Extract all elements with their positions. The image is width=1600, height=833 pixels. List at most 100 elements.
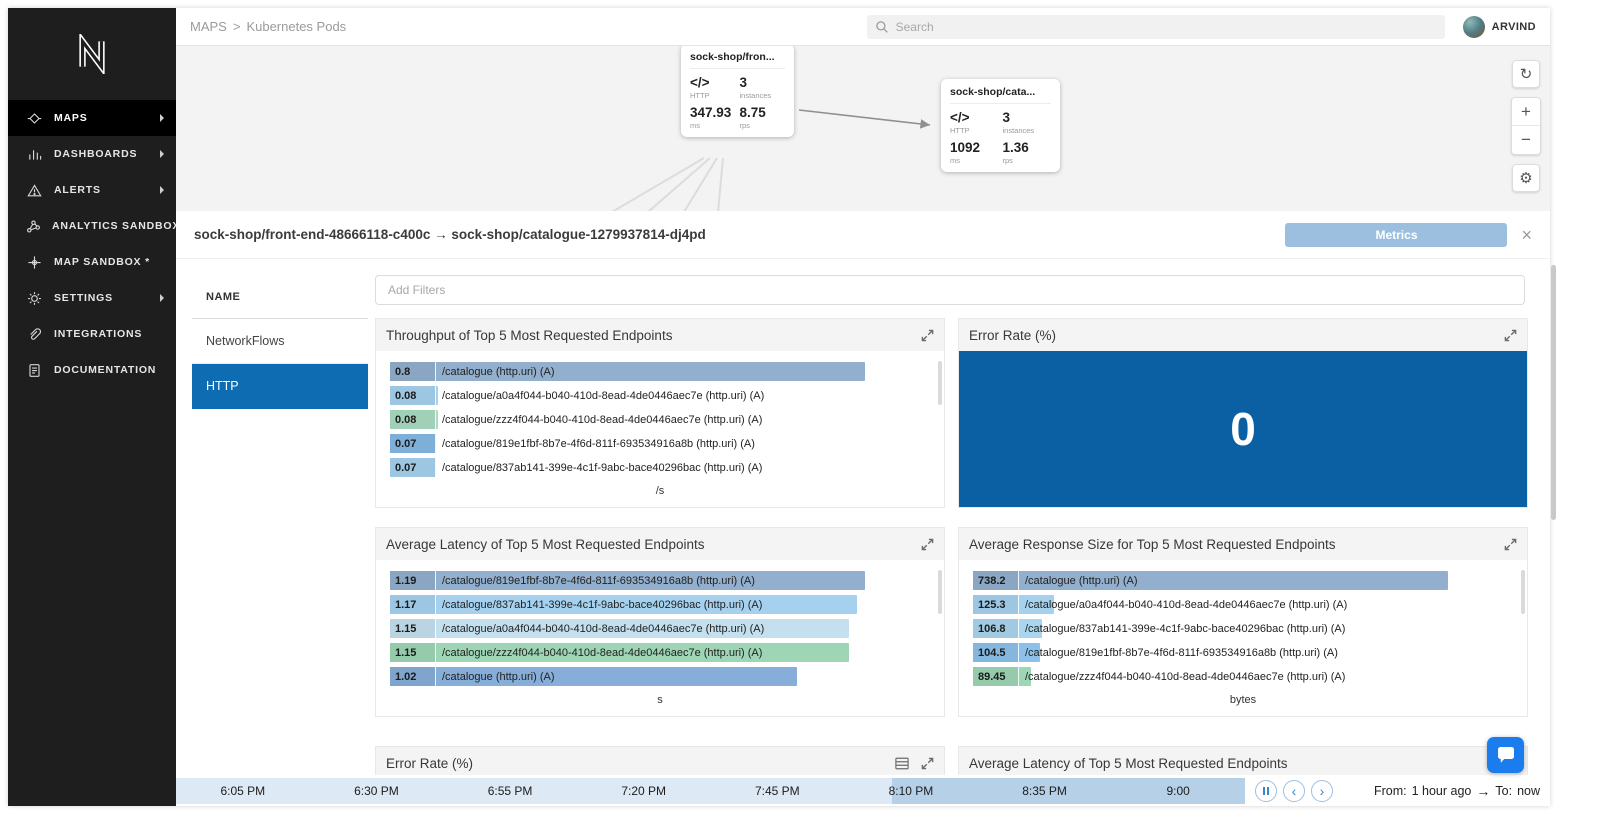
refresh-icon: ↻ (1519, 66, 1533, 83)
map-edges (611, 109, 931, 211)
timeline-controls: ‹ › (1255, 779, 1333, 802)
bar-row[interactable]: 1.15 /catalogue/zzz4f044-b040-410d-8ead-… (390, 643, 930, 662)
sidebar-item-documentation[interactable]: DOCUMENTATION (8, 352, 176, 388)
timeline-tick: 6:05 PM (220, 783, 266, 798)
bar-row[interactable]: 1.02 /catalogue (http.uri) (A) (390, 667, 930, 686)
step-forward-button[interactable]: › (1311, 779, 1333, 802)
bar-label: /catalogue/819e1fbf-8b7e-4f6d-811f-69353… (442, 437, 755, 450)
bar-label: /catalogue/zzz4f044-b040-410d-8ead-4de04… (442, 413, 763, 426)
table-view-icon[interactable] (895, 757, 909, 770)
breadcrumb-separator: > (232, 19, 241, 34)
user-menu[interactable]: ARVIND (1462, 15, 1536, 38)
breadcrumb-section[interactable]: MAPS (190, 19, 227, 34)
bar-row[interactable]: 106.8 /catalogue/837ab141-399e-4c1f-9abc… (973, 619, 1513, 638)
metric-group-list: NAME NetworkFlows HTTP (192, 275, 368, 409)
gear-icon: ⚙ (1519, 170, 1533, 187)
timeline-tick: 8:35 PM (1022, 783, 1067, 798)
analytics-sandbox-icon (26, 219, 41, 234)
sidebar-item-alerts[interactable]: ALERTS (8, 172, 176, 208)
node-rate: 1.36 (1002, 140, 1029, 155)
bar-row[interactable]: 0.08 /catalogue/a0a4f044-b040-410d-8ead-… (390, 386, 930, 405)
bar-row[interactable]: 104.5 /catalogue/819e1fbf-8b7e-4f6d-811f… (973, 643, 1513, 662)
x-axis-label: /s (655, 485, 665, 497)
step-back-button[interactable]: ‹ (1283, 779, 1305, 802)
pause-button[interactable] (1255, 779, 1277, 802)
bar-row[interactable]: 1.17 /catalogue/837ab141-399e-4c1f-9abc-… (390, 595, 930, 614)
to-label: To: (1495, 783, 1513, 798)
panel-scrollbar[interactable] (938, 361, 942, 405)
sidebar-item-analytics-sandbox[interactable]: ANALYTICS SANDBOX (8, 208, 179, 244)
bar-row[interactable]: 0.8 /catalogue (http.uri) (A) (390, 362, 930, 381)
node-instances-label: instances (1002, 126, 1035, 135)
timeline-tick: 6:55 PM (487, 783, 533, 798)
expand-icon[interactable] (921, 538, 934, 551)
bar-row[interactable]: 1.19 /catalogue/819e1fbf-8b7e-4f6d-811f-… (390, 571, 930, 590)
sidebar-item-label: MAPS (54, 112, 88, 124)
logo (8, 8, 176, 100)
node-rate-unit: rps (739, 121, 750, 130)
metrics-button[interactable]: Metrics (1285, 222, 1508, 247)
panel-throughput: Throughput of Top 5 Most Requested Endpo… (375, 318, 945, 508)
map-node-front-end[interactable]: sock-shop/fron... </> HTTP 3 instances 347… (681, 46, 794, 137)
bar (973, 571, 1449, 590)
bar-row[interactable]: 738.2 /catalogue (http.uri) (A) (973, 571, 1513, 590)
expand-icon[interactable] (1504, 329, 1517, 342)
timeline-selection[interactable] (892, 777, 1245, 804)
to-value[interactable]: now (1517, 783, 1540, 798)
expand-icon[interactable] (921, 757, 934, 770)
panel-scrollbar[interactable] (1521, 570, 1525, 614)
expand-icon[interactable] (1504, 538, 1517, 551)
bar (390, 643, 850, 662)
add-filters-input[interactable] (388, 283, 1512, 297)
map-controls: ↻ + − ⚙ (1511, 60, 1541, 192)
refresh-button[interactable]: ↻ (1512, 60, 1540, 88)
breadcrumb: MAPS > Kubernetes Pods (190, 19, 346, 34)
close-icon[interactable]: × (1521, 224, 1532, 245)
vertical-scrollbar[interactable] (1551, 265, 1556, 520)
sidebar-item-label: MAP SANDBOX * (54, 256, 150, 268)
from-value[interactable]: 1 hour ago (1411, 783, 1472, 798)
panel-header: Average Response Size for Top 5 Most Req… (959, 528, 1527, 560)
chat-button[interactable] (1487, 737, 1524, 773)
bar-row[interactable]: 125.3 /catalogue/a0a4f044-b040-410d-8ead… (973, 595, 1513, 614)
bar-row[interactable]: 0.08 /catalogue/zzz4f044-b040-410d-8ead-… (390, 410, 930, 429)
sidebar-item-maps[interactable]: MAPS (8, 100, 176, 136)
expand-icon[interactable] (921, 329, 934, 342)
chevron-right-icon: › (1319, 782, 1325, 799)
timeline-strip[interactable]: 6:05 PM 6:30 PM 6:55 PM 7:20 PM 7:45 PM … (176, 777, 1245, 804)
tab-networkflows[interactable]: NetworkFlows (192, 319, 368, 364)
node-title: sock-shop/cata... (950, 86, 1051, 104)
bar-label: /catalogue/a0a4f044-b040-410d-8ead-4de04… (1025, 598, 1348, 611)
sidebar-item-label: DOCUMENTATION (54, 364, 157, 376)
bar (390, 667, 798, 686)
search-input[interactable] (895, 19, 1437, 34)
zoom-in-button[interactable]: + (1512, 98, 1540, 126)
x-axis-label: bytes (1229, 694, 1257, 706)
sidebar-item-map-sandbox[interactable]: MAP SANDBOX * (8, 244, 176, 280)
bar-label: /catalogue/zzz4f044-b040-410d-8ead-4de04… (442, 646, 763, 659)
edge-detail-title: sock-shop/front-end-48666118-c400c → soc… (194, 227, 706, 242)
range-arrow-icon: → (1476, 782, 1491, 799)
bar-label: /catalogue/a0a4f044-b040-410d-8ead-4de04… (442, 389, 765, 402)
bar-row[interactable]: 0.07 /catalogue/819e1fbf-8b7e-4f6d-811f-… (390, 434, 930, 453)
tab-http[interactable]: HTTP (192, 364, 368, 409)
service-map[interactable]: sock-shop/fron... </> HTTP 3 instances 347… (176, 46, 1550, 211)
panel-header: Throughput of Top 5 Most Requested Endpo… (376, 319, 944, 351)
bar-row[interactable]: 89.45 /catalogue/zzz4f044-b040-410d-8ead… (973, 667, 1513, 686)
map-node-catalogue[interactable]: sock-shop/cata... </> HTTP 3 instances 109… (941, 79, 1060, 172)
bar-value-chip: 106.8 (973, 619, 1019, 638)
code-icon: </> (690, 75, 710, 90)
bar-row[interactable]: 0.07 /catalogue/837ab141-399e-4c1f-9abc-… (390, 458, 930, 477)
sidebar-item-integrations[interactable]: INTEGRATIONS (8, 316, 176, 352)
timeline-tick: 8:10 PM (888, 783, 934, 798)
chat-bubble-icon (1497, 747, 1514, 763)
logo-n-icon (79, 34, 105, 74)
sidebar-item-dashboards[interactable]: DASHBOARDS (8, 136, 176, 172)
filters-bar (375, 275, 1525, 305)
bar-row[interactable]: 1.15 /catalogue/a0a4f044-b040-410d-8ead-… (390, 619, 930, 638)
zoom-out-button[interactable]: − (1512, 126, 1540, 154)
sidebar-item-settings[interactable]: SETTINGS (8, 280, 176, 316)
panel-scrollbar[interactable] (938, 570, 942, 614)
map-settings-button[interactable]: ⚙ (1512, 164, 1540, 192)
bar (390, 595, 858, 614)
